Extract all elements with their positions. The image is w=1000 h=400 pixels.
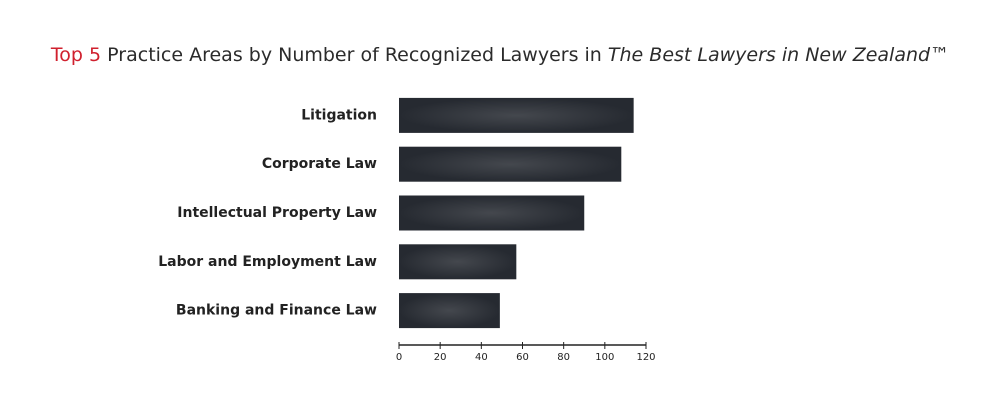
chart-title: Top 5 Practice Areas by Number of Recogn… xyxy=(0,44,1000,66)
title-highlight: Top 5 xyxy=(50,44,102,66)
category-label: Banking and Finance Law xyxy=(176,303,377,319)
bar-sheen xyxy=(399,146,622,182)
bar-sheen xyxy=(399,244,517,280)
category-label: Litigation xyxy=(301,107,377,123)
title-italic: The Best Lawyers in New Zealand xyxy=(607,44,931,66)
bar-sheen xyxy=(399,97,634,133)
category-label: Labor and Employment Law xyxy=(158,254,377,270)
category-label: Intellectual Property Law xyxy=(177,205,377,221)
x-tick-label: 20 xyxy=(434,352,447,363)
x-tick-label: 100 xyxy=(595,352,614,363)
bar-sheen xyxy=(399,293,500,329)
x-tick-label: 0 xyxy=(396,352,402,363)
title-main: Practice Areas by Number of Recognized L… xyxy=(107,44,602,66)
bar-sheen xyxy=(399,195,585,231)
x-tick-label: 60 xyxy=(516,352,529,363)
x-tick-label: 80 xyxy=(557,352,570,363)
x-tick-label: 120 xyxy=(636,352,655,363)
title-mark: ™ xyxy=(930,44,950,66)
category-label: Corporate Law xyxy=(262,156,377,172)
x-tick-label: 40 xyxy=(475,352,488,363)
